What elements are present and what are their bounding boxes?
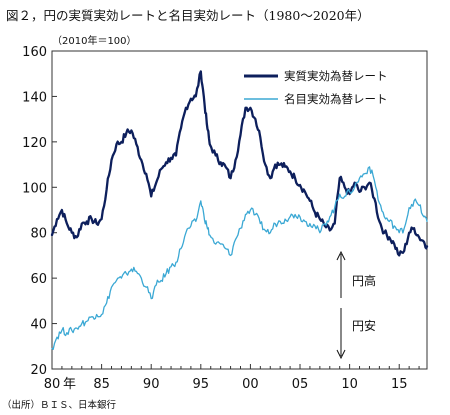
annotation-label-yen-weak: 円安 (352, 318, 376, 333)
arrow-down-icon (336, 349, 346, 360)
x-tick-label: 80 (44, 377, 61, 392)
annotation-label-yen-strong: 円高 (352, 273, 376, 288)
x-tick-label: 05 (292, 377, 309, 392)
x-tick-label: 15 (391, 377, 408, 392)
x-tick-label: 95 (193, 377, 210, 392)
figure-title: 図２，円の実質実効レートと名目実効レート（1980～2020年） (6, 8, 370, 23)
x-tick-label: 00 (242, 377, 259, 392)
series-layer (50, 70, 429, 350)
series-line-real (50, 70, 429, 257)
x-axis-suffix: 年 (63, 377, 76, 392)
x-tick-label: 90 (143, 377, 160, 392)
y-tick-label: 60 (30, 272, 47, 287)
series-line-nominal (51, 166, 428, 350)
y-tick-label: 160 (22, 45, 47, 60)
unit-note: （2010年＝100） (52, 36, 137, 47)
x-tick-label: 10 (341, 377, 358, 392)
y-tick-label: 120 (22, 136, 47, 151)
x-tick-label: 85 (93, 377, 110, 392)
arrow-up-icon (336, 250, 346, 261)
legend-label: 実質実効為替レート (284, 69, 388, 83)
y-tick-label: 80 (30, 227, 47, 242)
plot-frame (51, 50, 428, 370)
y-tick-label: 100 (22, 181, 47, 196)
legend-label: 名目実効為替レート (284, 92, 388, 106)
y-tick-label: 140 (22, 90, 47, 105)
source-note: （出所）ＢＩＳ、日本銀行 (2, 400, 117, 411)
y-tick-label: 40 (30, 318, 47, 333)
y-tick-label: 20 (30, 363, 47, 378)
